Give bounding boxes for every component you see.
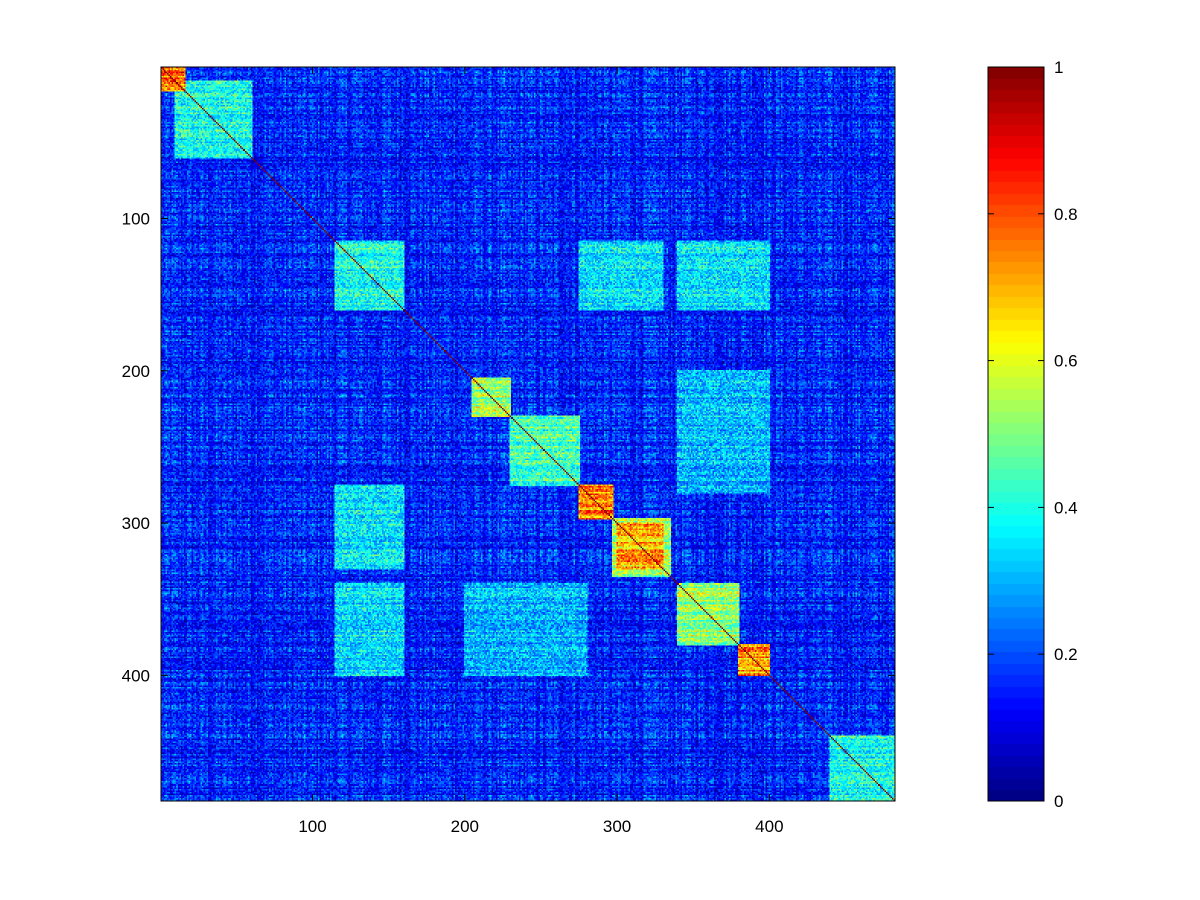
x-tick-label: 200 <box>451 817 479 836</box>
y-tick-label: 100 <box>122 210 150 229</box>
x-tick-label: 300 <box>603 817 631 836</box>
x-tick-label: 100 <box>298 817 326 836</box>
colorbar-tick-label: 0.6 <box>1054 352 1078 371</box>
y-tick-label: 300 <box>122 514 150 533</box>
colorbar-tick-label: 1 <box>1054 58 1063 77</box>
x-tick-label: 400 <box>755 817 783 836</box>
colorbar-tick-label: 0 <box>1054 792 1063 811</box>
plot-frame <box>160 66 896 802</box>
colorbar-tick-label: 0.4 <box>1054 498 1078 517</box>
colorbar-image <box>988 67 1044 801</box>
heatmap-image <box>161 67 895 801</box>
y-tick-label: 400 <box>122 666 150 685</box>
colorbar-tick-label: 0.2 <box>1054 645 1078 664</box>
colorbar-tick-label: 0.8 <box>1054 205 1078 224</box>
y-tick-label: 200 <box>122 362 150 381</box>
colorbar-frame <box>987 66 1045 802</box>
